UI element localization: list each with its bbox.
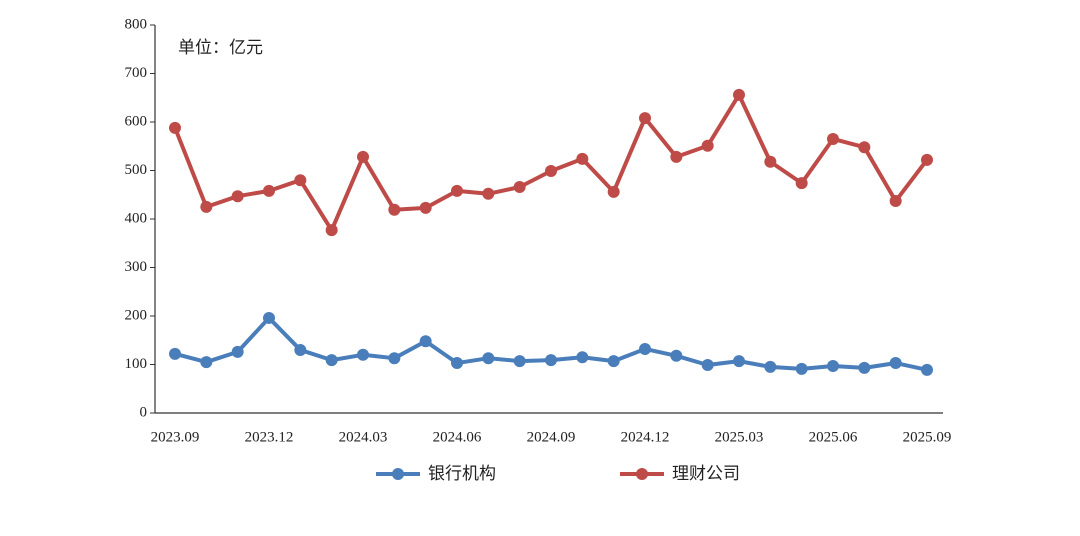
y-tick-label: 700 xyxy=(125,65,148,81)
legend-marker xyxy=(636,468,648,480)
point xyxy=(795,177,808,190)
point xyxy=(858,361,871,374)
point xyxy=(639,342,651,355)
point xyxy=(639,112,651,125)
point xyxy=(294,343,307,356)
point xyxy=(325,224,338,237)
y-tick-label: 300 xyxy=(125,259,148,275)
point xyxy=(513,180,526,193)
point xyxy=(607,185,620,198)
y-tick-label: 100 xyxy=(125,356,148,372)
point xyxy=(482,352,495,365)
point xyxy=(733,88,745,101)
point xyxy=(451,357,463,370)
point xyxy=(764,155,777,168)
point xyxy=(200,200,213,213)
x-tick-label: 2024.12 xyxy=(621,429,670,445)
y-tick-label: 500 xyxy=(125,162,148,178)
point xyxy=(263,184,275,197)
point xyxy=(858,141,871,154)
point xyxy=(357,150,369,163)
point xyxy=(388,203,401,216)
unit-annotation: 单位：亿元 xyxy=(178,38,263,58)
point xyxy=(670,349,683,362)
legend-marker xyxy=(392,468,404,480)
point xyxy=(294,174,307,187)
x-tick-label: 2024.09 xyxy=(527,429,576,445)
point xyxy=(670,150,683,163)
point xyxy=(576,351,589,364)
x-tick-label: 2025.06 xyxy=(809,429,858,445)
point xyxy=(451,184,463,197)
point xyxy=(263,311,275,324)
point xyxy=(419,201,432,214)
point xyxy=(701,139,714,152)
point xyxy=(889,357,902,370)
point xyxy=(200,356,213,369)
x-tick-label: 2025.03 xyxy=(715,429,764,445)
point xyxy=(231,190,244,203)
y-tick-label: 0 xyxy=(140,404,148,420)
y-tick-label: 400 xyxy=(125,210,148,226)
point xyxy=(325,354,338,367)
point xyxy=(576,152,589,165)
point xyxy=(733,355,745,368)
point xyxy=(795,362,808,375)
y-tick-label: 200 xyxy=(125,307,148,323)
point xyxy=(827,359,839,372)
point xyxy=(827,132,839,145)
y-tick-label: 600 xyxy=(125,113,148,129)
point xyxy=(419,335,432,348)
y-tick-label: 800 xyxy=(125,16,148,32)
series-line xyxy=(173,92,929,233)
point xyxy=(921,363,933,376)
x-tick-label: 2024.03 xyxy=(339,429,388,445)
point xyxy=(482,187,495,200)
point xyxy=(889,195,902,208)
point xyxy=(388,352,401,365)
legend-label: 银行机构 xyxy=(428,464,496,484)
point xyxy=(169,121,181,134)
point xyxy=(921,153,933,166)
x-tick-label: 2023.09 xyxy=(151,429,200,445)
point xyxy=(513,355,526,368)
point xyxy=(545,164,557,177)
point xyxy=(169,347,181,360)
point xyxy=(231,345,244,358)
legend-label: 理财公司 xyxy=(672,464,740,484)
x-tick-label: 2025.09 xyxy=(903,429,952,445)
point xyxy=(545,354,557,367)
point xyxy=(701,358,714,371)
point xyxy=(764,360,777,373)
x-tick-label: 2024.06 xyxy=(433,429,482,445)
point xyxy=(607,355,620,368)
x-tick-label: 2023.12 xyxy=(245,429,294,445)
point xyxy=(357,348,369,361)
